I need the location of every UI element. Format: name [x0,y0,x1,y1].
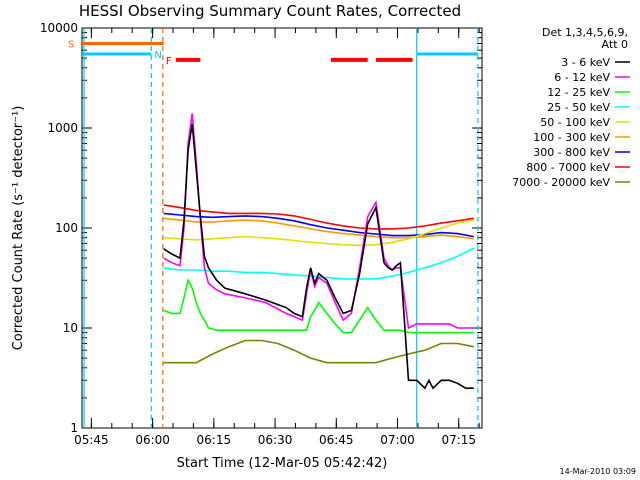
y-tick-label: 1 [70,421,78,435]
legend-entry-label: 100 - 300 keV [533,131,610,144]
footer-date: 14-Mar-2010 03:09 [560,467,637,476]
series-line [163,204,474,230]
legend: Det 1,3,4,5,6,9,Att 0 3 - 6 keV 6 - 12 keV… [512,26,630,189]
series-line [163,217,474,240]
night-label: N [154,50,161,61]
legend-entry-label: 300 - 800 keV [533,146,610,159]
plot-frame [81,27,483,429]
y-axis-label: Corrected Count Rate (s⁻¹ detector⁻¹) [11,106,26,351]
chart-title: HESSI Observing Summary Count Rates, Cor… [79,2,461,20]
x-tick-label: 06:15 [197,433,232,447]
legend-entry-label: 25 - 50 keV [547,101,610,114]
x-tick-label: 05:45 [74,433,109,447]
x-tick-label: 07:15 [441,433,476,447]
legend-title: Det 1,3,4,5,6,9, [542,26,628,39]
x-tick-label: 06:00 [135,433,170,447]
y-tick-label: 10 [63,321,78,335]
x-axis-label: Start Time (12-Mar-05 05:42:42) [177,456,388,471]
series-line [163,123,474,390]
y-tick-label: 1000 [47,121,78,135]
legend-title: Att 0 [602,38,628,51]
plot-area [82,27,482,429]
y-tick-label: 10000 [40,21,78,35]
y-tick-label: 100 [55,221,78,235]
x-tick-label: 06:30 [258,433,293,447]
x-tick-label: 06:45 [319,433,354,447]
legend-entry-label: 6 - 12 keV [554,71,610,84]
legend-entry-label: 12 - 25 keV [547,86,610,99]
saa-label: S [68,39,74,50]
series-line [163,219,474,247]
legend-entry-label: 800 - 7000 keV [526,161,610,174]
series-line [163,339,474,364]
series-line [163,278,474,334]
x-tick-label: 07:00 [380,433,415,447]
flare-label: F [166,56,172,67]
legend-entry-label: 7000 - 20000 keV [512,176,610,189]
legend-entry-label: 3 - 6 keV [561,56,610,69]
legend-entry-label: 50 - 100 keV [540,116,610,129]
